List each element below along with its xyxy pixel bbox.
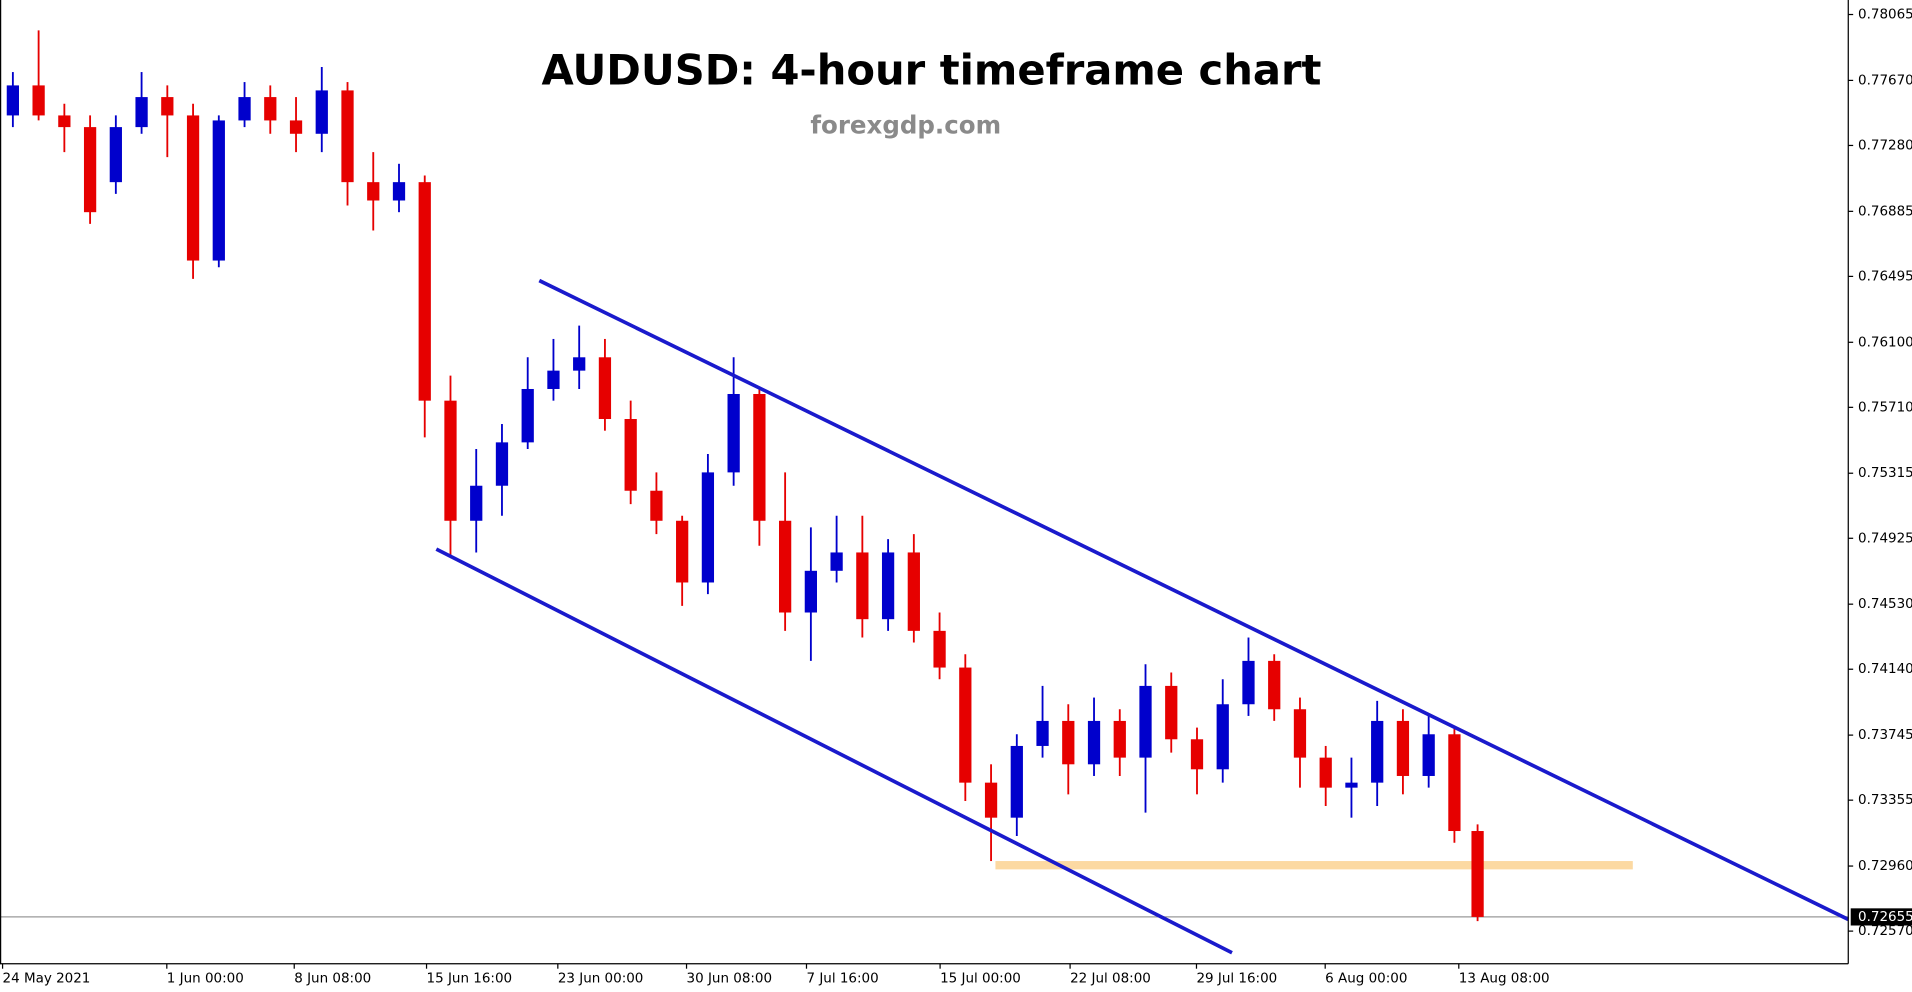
candle-body bbox=[1139, 685, 1152, 758]
x-tick-label: 15 Jul 00:00 bbox=[940, 971, 1021, 987]
candle-body bbox=[1371, 720, 1384, 783]
y-tick-label: 0.76885 bbox=[1858, 203, 1912, 219]
candle-body bbox=[186, 115, 200, 261]
candle-body bbox=[1087, 720, 1101, 765]
candle-body bbox=[881, 552, 895, 620]
candle-body bbox=[907, 552, 920, 631]
candle-body bbox=[6, 85, 19, 116]
candle-body bbox=[521, 388, 534, 443]
candle-body bbox=[315, 90, 328, 134]
candle-body bbox=[1190, 739, 1204, 770]
trend-line bbox=[538, 278, 1850, 922]
candle-body bbox=[367, 182, 380, 201]
candle-body bbox=[598, 357, 612, 420]
x-tick-label: 1 Jun 00:00 bbox=[167, 971, 244, 987]
candle-body bbox=[830, 552, 843, 571]
candle-body bbox=[1216, 704, 1229, 770]
candle-body bbox=[701, 472, 715, 583]
candle-body bbox=[1396, 720, 1410, 776]
y-tick-label: 0.78065 bbox=[1858, 7, 1912, 23]
y-tick-label: 0.77280 bbox=[1858, 137, 1912, 153]
candle-body bbox=[676, 520, 689, 583]
candle-body bbox=[727, 393, 740, 473]
x-tick-label: 8 Jun 08:00 bbox=[294, 971, 371, 987]
last-price-label: 0.72655 bbox=[1858, 909, 1912, 925]
candle-body bbox=[1036, 720, 1049, 746]
candle-body bbox=[1010, 745, 1023, 818]
candle-body bbox=[161, 97, 174, 116]
y-tick-label: 0.73355 bbox=[1858, 792, 1912, 808]
candle-body bbox=[264, 97, 277, 121]
candle-body bbox=[959, 667, 972, 783]
candle-body bbox=[238, 97, 251, 121]
support-zone bbox=[995, 861, 1633, 870]
y-tick-label: 0.73745 bbox=[1858, 727, 1912, 743]
candle-body bbox=[856, 552, 869, 620]
candle-body bbox=[1165, 685, 1178, 740]
candle-body bbox=[804, 570, 817, 613]
candle-body bbox=[495, 442, 509, 486]
candle-body bbox=[984, 782, 998, 818]
y-tick-label: 0.72960 bbox=[1858, 858, 1912, 874]
y-tick-label: 0.72570 bbox=[1858, 923, 1912, 939]
x-tick-label: 7 Jul 16:00 bbox=[806, 971, 878, 987]
candle-body bbox=[470, 485, 483, 521]
chart-subtitle: forexgdp.com bbox=[810, 110, 1001, 139]
candle-body bbox=[212, 120, 225, 261]
candle-body bbox=[83, 127, 97, 213]
y-tick-label: 0.74140 bbox=[1858, 661, 1912, 677]
chart-title: AUDUSD: 4-hour timeframe chart bbox=[541, 46, 1321, 95]
candle-body bbox=[32, 85, 45, 116]
candle-body bbox=[1422, 734, 1435, 776]
last-price-box bbox=[1850, 908, 1912, 926]
candle-body bbox=[1345, 782, 1358, 788]
x-tick-label: 24 May 2021 bbox=[3, 971, 91, 987]
candle-body bbox=[753, 393, 766, 521]
candle-body bbox=[444, 400, 457, 521]
candle-body bbox=[547, 370, 560, 389]
y-tick-label: 0.77670 bbox=[1858, 72, 1912, 88]
x-tick-label: 29 Jul 16:00 bbox=[1196, 971, 1277, 987]
y-tick-label: 0.75315 bbox=[1858, 465, 1912, 481]
candle-body bbox=[1293, 709, 1307, 758]
y-tick-label: 0.74530 bbox=[1858, 596, 1912, 612]
candle-body bbox=[1448, 734, 1461, 832]
y-tick-label: 0.75710 bbox=[1858, 399, 1912, 415]
x-tick-label: 30 Jun 08:00 bbox=[687, 971, 773, 987]
candle-body bbox=[624, 419, 637, 491]
candle-body bbox=[418, 182, 431, 401]
trend-line bbox=[435, 547, 1233, 955]
candle-body bbox=[1268, 660, 1281, 710]
candle-body bbox=[573, 357, 586, 371]
x-tick-label: 6 Aug 00:00 bbox=[1325, 971, 1407, 987]
y-tick-label: 0.76100 bbox=[1858, 334, 1912, 350]
candle-body bbox=[778, 520, 792, 613]
candle-body bbox=[1471, 831, 1484, 917]
candle-body bbox=[58, 115, 71, 128]
candle-body bbox=[933, 630, 946, 668]
candle-body bbox=[1113, 720, 1126, 758]
y-tick-label: 0.74925 bbox=[1858, 530, 1912, 546]
candle-body bbox=[341, 90, 354, 183]
x-tick-label: 23 Jun 00:00 bbox=[558, 971, 644, 987]
y-tick-label: 0.76495 bbox=[1858, 268, 1912, 284]
x-tick-label: 13 Aug 08:00 bbox=[1459, 971, 1550, 987]
candle-body bbox=[135, 97, 148, 128]
x-tick-label: 15 Jun 16:00 bbox=[427, 971, 513, 987]
x-tick-label: 22 Jul 08:00 bbox=[1070, 971, 1151, 987]
candle-body bbox=[650, 490, 663, 521]
candle-body bbox=[289, 120, 303, 134]
candle-body bbox=[1319, 757, 1332, 788]
candle-body bbox=[109, 127, 122, 183]
candle-body bbox=[392, 182, 406, 201]
candle-body bbox=[1062, 720, 1075, 765]
candle-body bbox=[1242, 660, 1255, 705]
